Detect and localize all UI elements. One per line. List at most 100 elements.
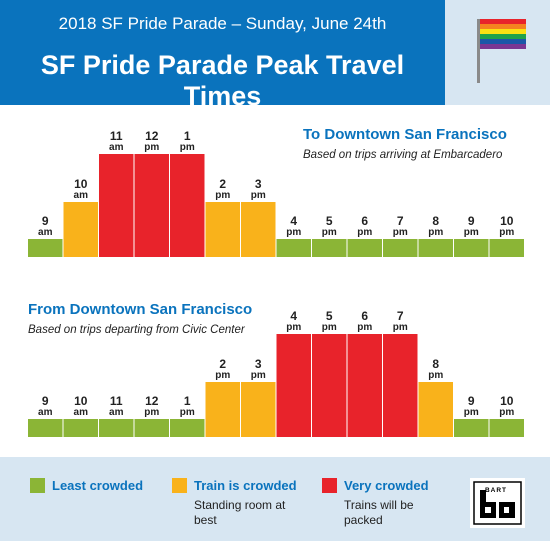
bar-5pm (312, 334, 347, 437)
tick-label-period: pm (322, 322, 337, 333)
page-title: SF Pride Parade Peak Travel Times (40, 50, 405, 111)
legend-swatch-crowded (172, 478, 187, 493)
legend-desc-crowded: Standing room at best (194, 498, 286, 527)
tick-label-hour: 3 (255, 177, 262, 191)
tick-label-hour: 9 (468, 394, 475, 408)
legend-label-crowded: Train is crowded (194, 478, 297, 493)
bar-9am (28, 239, 63, 257)
bar-7pm (383, 239, 418, 257)
tick-label-period: pm (428, 227, 443, 238)
tick-label-hour: 12 (145, 394, 159, 408)
tick-label-hour: 10 (500, 214, 514, 228)
tick-label-hour: 8 (432, 214, 439, 228)
bar-10pm (489, 239, 524, 257)
bar-3pm (241, 382, 276, 437)
bar-9am (28, 419, 63, 437)
tick-label-hour: 11 (110, 129, 123, 143)
tick-label-period: pm (357, 227, 372, 238)
tick-label-hour: 7 (397, 214, 404, 228)
tick-label-hour: 1 (184, 394, 191, 408)
bar-1pm (170, 154, 205, 257)
bar-10am (63, 202, 98, 257)
tick-label-period: pm (393, 322, 408, 333)
bar-12pm (134, 154, 169, 257)
bar-2pm (205, 202, 240, 257)
tick-label-period: pm (286, 227, 301, 238)
tick-label-hour: 10 (500, 394, 514, 408)
bar-9pm (454, 239, 489, 257)
legend-desc-very: Trains will be packed (344, 498, 414, 527)
tick-label-period: am (74, 190, 89, 201)
tick-label-hour: 9 (42, 214, 49, 228)
bar-6pm (347, 239, 382, 257)
tick-label-hour: 1 (184, 129, 191, 143)
chart-to-downtown: 9am10am11am12pm1pm2pm3pm4pm5pm6pm7pm8pm9… (28, 129, 524, 257)
tick-label-period: pm (215, 190, 230, 201)
tick-label-hour: 10 (74, 177, 88, 191)
tick-label-period: pm (357, 322, 372, 333)
chart-title-to-downtown: To Downtown San Francisco (303, 126, 507, 143)
flag-panel (445, 0, 550, 105)
bar-1pm (170, 419, 205, 437)
tick-label-hour: 8 (432, 357, 439, 371)
flag-stripe (480, 44, 526, 49)
legend-label-least: Least crowded (52, 478, 144, 493)
tick-label-period: pm (180, 407, 195, 418)
bar-11am (99, 154, 134, 257)
tick-label-hour: 6 (361, 309, 368, 323)
tick-label-hour: 3 (255, 357, 262, 371)
bar-7pm (383, 334, 418, 437)
tick-label-period: pm (499, 227, 514, 238)
bart-logo-text: BART (485, 487, 507, 494)
bar-8pm (418, 239, 453, 257)
chart-note-to-downtown: Based on trips arriving at Embarcadero (303, 149, 503, 161)
tick-label-period: pm (144, 142, 159, 153)
bar-6pm (347, 334, 382, 437)
tick-label-hour: 2 (219, 177, 226, 191)
legend: Least crowded Train is crowded Standing … (0, 457, 550, 541)
bar-3pm (241, 202, 276, 257)
bar-2pm (205, 382, 240, 437)
tick-label-period: pm (464, 227, 479, 238)
tick-label-period: am (74, 407, 89, 418)
flag-stripe (480, 19, 526, 24)
flag-stripe (480, 24, 526, 29)
tick-label-hour: 10 (74, 394, 88, 408)
bar-8pm (418, 382, 453, 437)
tick-label-period: am (109, 407, 124, 418)
tick-label-hour: 5 (326, 309, 333, 323)
bart-logo-icon: BART (470, 478, 525, 528)
tick-label-period: pm (286, 322, 301, 333)
bar-9pm (454, 419, 489, 437)
tick-label-hour: 6 (361, 214, 368, 228)
bar-11am (99, 419, 134, 437)
tick-label-period: pm (251, 190, 266, 201)
tick-label-period: pm (428, 370, 443, 381)
header-subtitle: 2018 SF Pride Parade – Sunday, June 24th (58, 14, 387, 33)
legend-swatch-very (322, 478, 337, 493)
pride-flag-icon (477, 19, 526, 83)
tick-label-period: pm (322, 227, 337, 238)
legend-label-very: Very crowded (344, 478, 429, 493)
tick-label-hour: 9 (468, 214, 475, 228)
chart-note-from-downtown: Based on trips departing from Civic Cent… (28, 324, 245, 336)
tick-label-hour: 11 (110, 394, 123, 408)
tick-label-hour: 4 (290, 214, 297, 228)
tick-label-period: pm (499, 407, 514, 418)
tick-label-hour: 5 (326, 214, 333, 228)
tick-label-hour: 2 (219, 357, 226, 371)
chart-from-downtown: 9am10am11am12pm1pm2pm3pm4pm5pm6pm7pm8pm9… (28, 309, 524, 437)
tick-label-period: pm (144, 407, 159, 418)
flag-stripe (480, 29, 526, 34)
tick-label-hour: 4 (290, 309, 297, 323)
tick-label-hour: 7 (397, 309, 404, 323)
tick-label-period: am (38, 407, 53, 418)
bar-5pm (312, 239, 347, 257)
header-banner: 2018 SF Pride Parade – Sunday, June 24th… (0, 0, 550, 111)
bar-4pm (276, 239, 311, 257)
tick-label-hour: 12 (145, 129, 159, 143)
chart-title-from-downtown: From Downtown San Francisco (28, 301, 253, 318)
tick-label-period: pm (215, 370, 230, 381)
tick-label-period: pm (393, 227, 408, 238)
flag-stripe (480, 39, 526, 44)
